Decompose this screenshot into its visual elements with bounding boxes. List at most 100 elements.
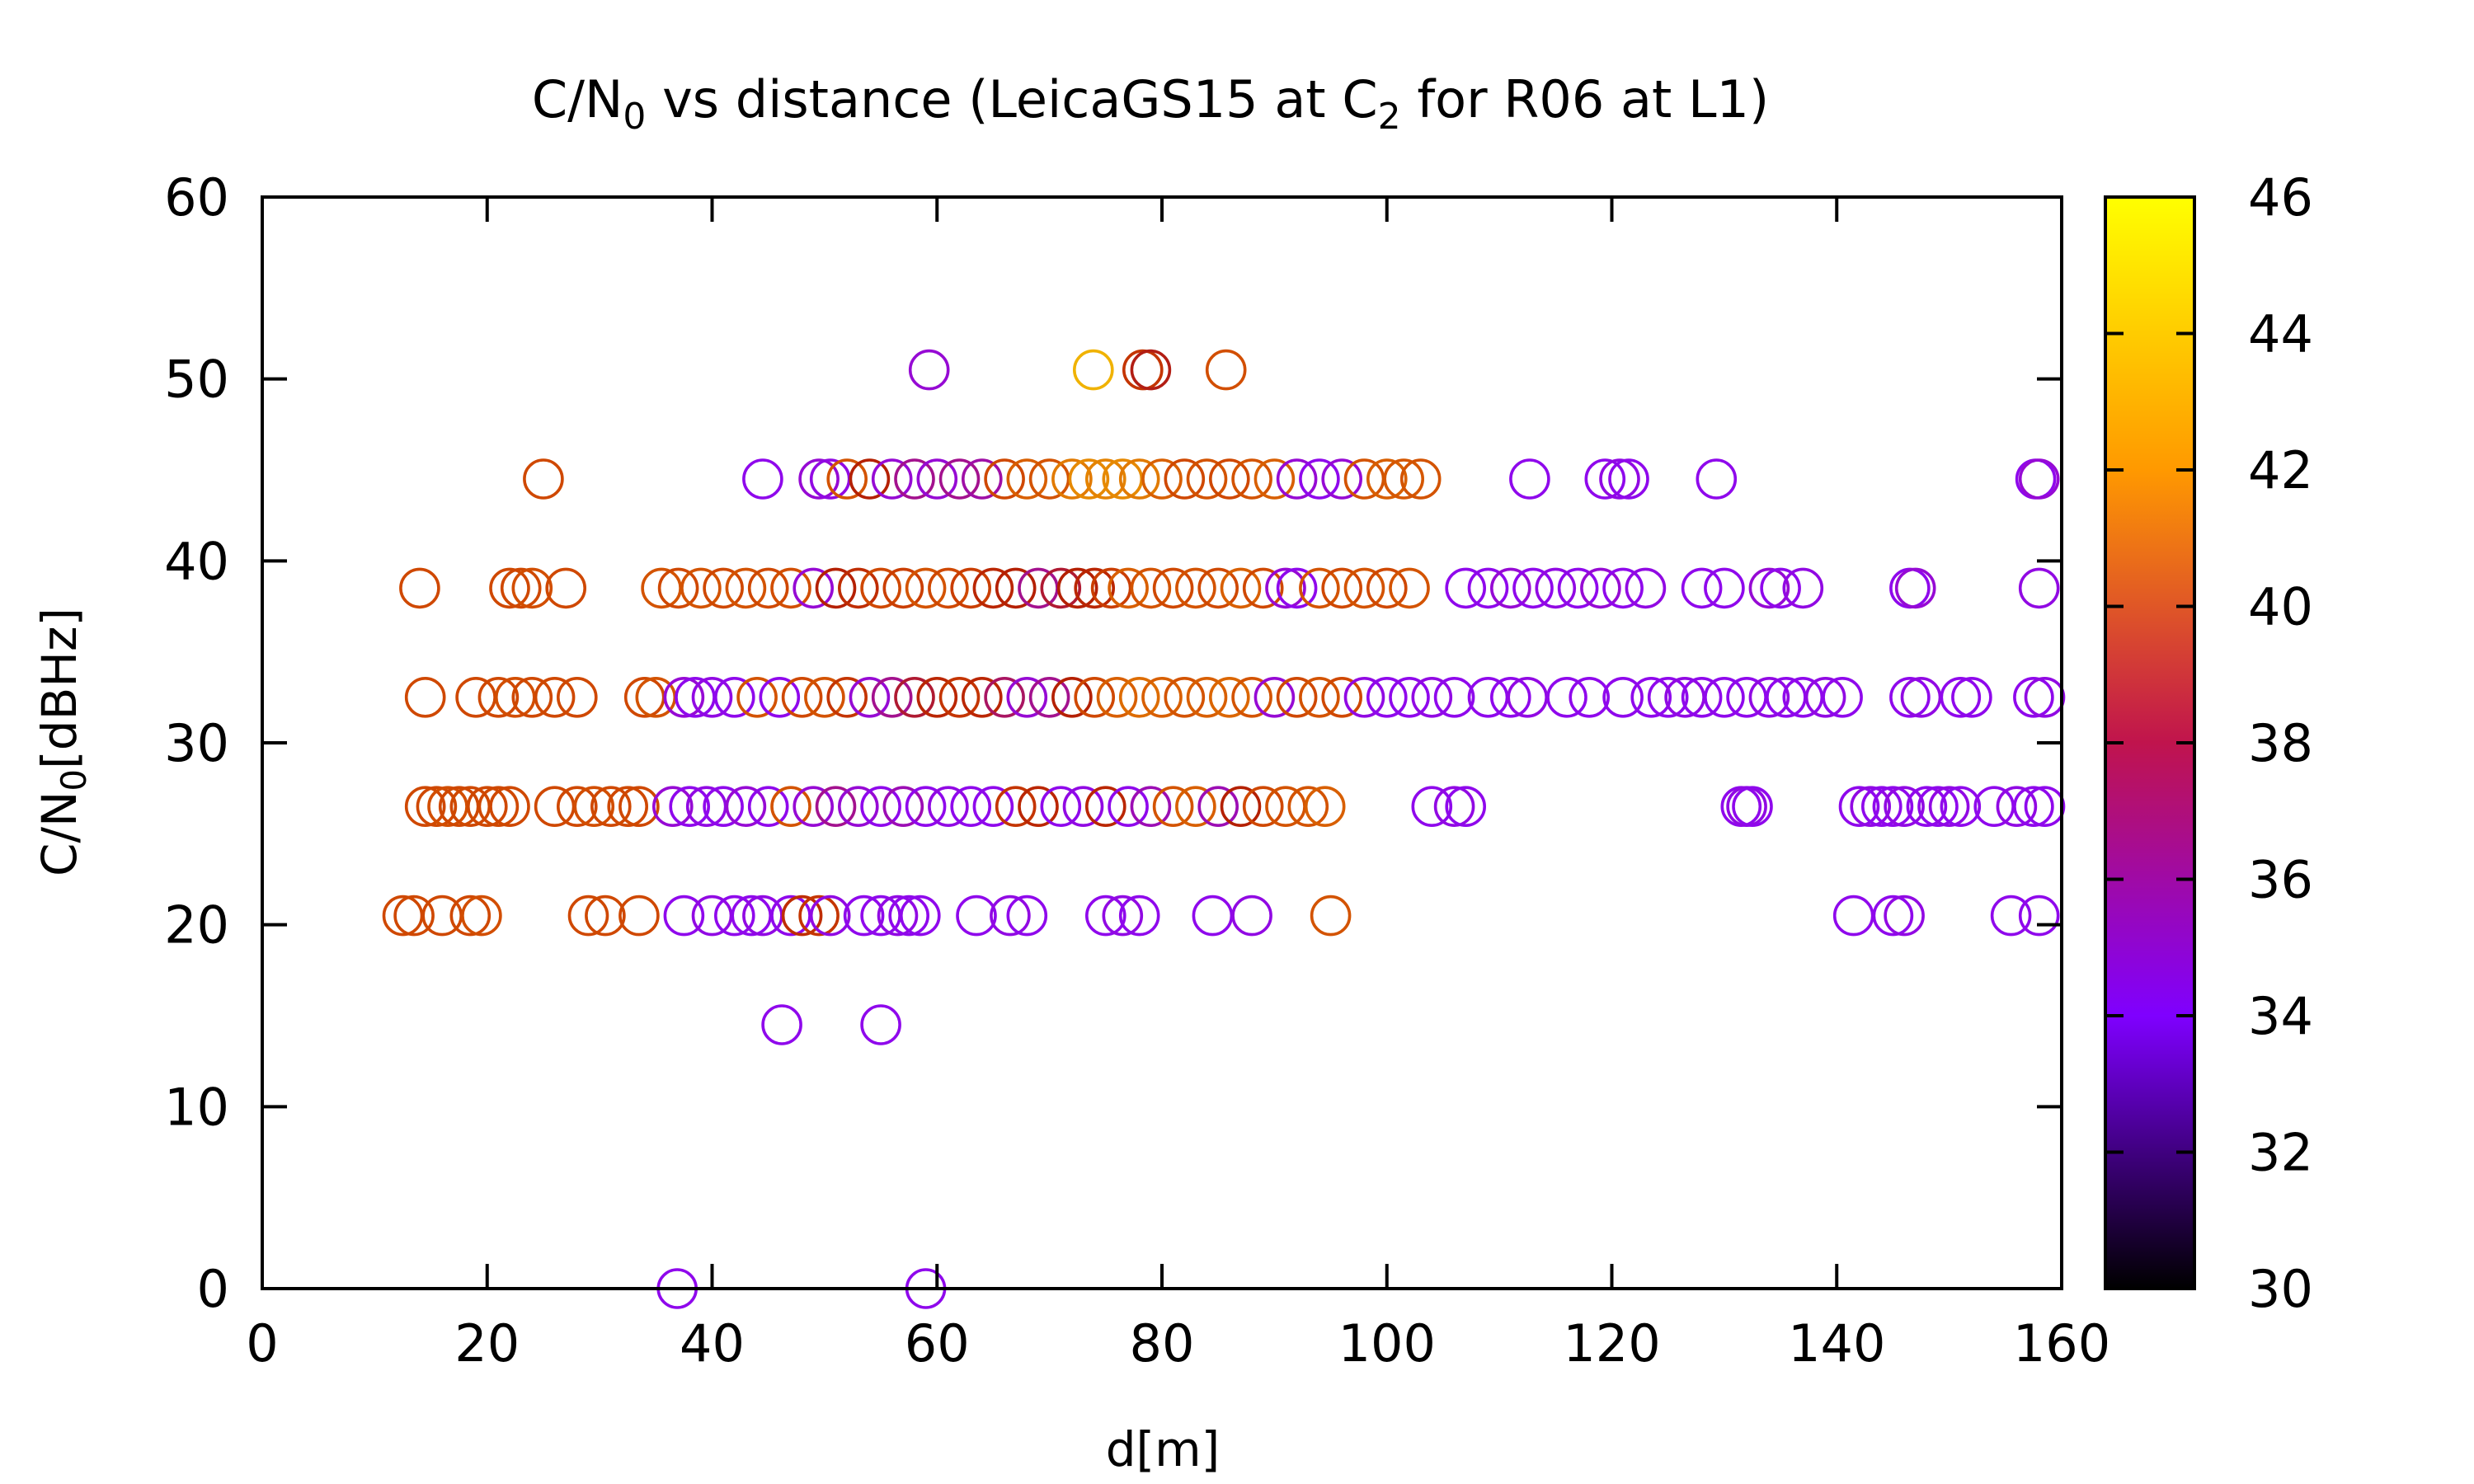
data-point	[1664, 676, 1705, 718]
data-point	[894, 676, 935, 718]
data-point	[1951, 676, 1992, 718]
data-point	[1625, 567, 1667, 609]
data-point	[1696, 458, 1738, 500]
data-point	[691, 676, 733, 718]
data-point	[1141, 676, 1183, 718]
data-point	[1433, 676, 1475, 718]
data-point	[1608, 458, 1649, 500]
data-point	[1445, 786, 1486, 828]
data-point	[2018, 567, 2060, 609]
data-point	[1343, 458, 1385, 500]
data-point	[399, 567, 440, 609]
data-point	[556, 786, 598, 828]
data-point	[427, 786, 468, 828]
data-point	[770, 567, 811, 609]
data-point	[663, 895, 705, 937]
data-point	[1192, 895, 1234, 937]
data-point	[1366, 567, 1408, 609]
data-point	[685, 786, 727, 828]
data-point	[916, 676, 958, 718]
data-point	[731, 895, 773, 937]
data-point	[956, 895, 997, 937]
data-point	[1599, 458, 1640, 500]
data-point	[1205, 349, 1247, 391]
y-tick-label: 50	[164, 350, 229, 410]
data-point	[691, 895, 733, 937]
data-point	[556, 676, 598, 718]
data-point	[1569, 676, 1610, 718]
data-point	[928, 567, 969, 609]
data-point	[1389, 676, 1430, 718]
data-point	[826, 676, 868, 718]
data-point	[1231, 895, 1272, 937]
data-point	[1580, 567, 1621, 609]
data-point	[1850, 786, 1891, 828]
data-point	[1152, 567, 1194, 609]
colorbar: 30 32 34 36 38 40 42 44 46	[2104, 167, 2313, 1319]
data-point	[1546, 676, 1587, 718]
data-point	[651, 786, 694, 828]
data-point	[1175, 786, 1216, 828]
data-point	[761, 1004, 802, 1045]
x-tick-label: 40	[680, 1313, 745, 1374]
data-point	[950, 786, 991, 828]
data-point	[962, 458, 1003, 500]
data-point	[1838, 786, 1880, 828]
data-point	[573, 786, 615, 828]
data-point	[1732, 786, 1773, 828]
data-point	[815, 567, 857, 609]
data-point	[404, 786, 446, 828]
x-tick-label: 140	[1788, 1313, 1885, 1374]
data-point	[2018, 458, 2060, 500]
data-point	[1175, 567, 1216, 609]
data-point	[1704, 676, 1745, 718]
data-point	[995, 786, 1037, 828]
data-point	[1366, 458, 1408, 500]
data-point	[1557, 567, 1599, 609]
data-point	[747, 567, 789, 609]
data-point	[1073, 349, 1114, 391]
data-point	[1028, 458, 1070, 500]
data-point	[1018, 786, 1059, 828]
data-point	[759, 676, 801, 718]
data-point	[1602, 676, 1644, 718]
data-point	[477, 676, 520, 718]
colorbar-tick-label: 36	[2248, 850, 2313, 910]
colorbar-tick-label: 42	[2248, 440, 2313, 500]
data-point	[2024, 786, 2066, 828]
data-point	[2015, 458, 2057, 500]
data-point	[894, 458, 935, 500]
data-point	[1118, 676, 1160, 718]
data-point	[1253, 458, 1296, 500]
data-point	[1118, 895, 1160, 937]
data-point	[1411, 676, 1453, 718]
chart-title: C/N0 vs distance (LeicaGS15 at C2 for R0…	[532, 69, 1769, 138]
y-tick-label: 0	[197, 1259, 229, 1319]
data-point	[1310, 895, 1352, 937]
x-tick-label: 160	[2013, 1313, 2110, 1374]
y-tick-label: 30	[164, 713, 229, 773]
data-point	[1445, 567, 1486, 609]
data-point	[1411, 786, 1453, 828]
x-tick-label: 60	[905, 1313, 970, 1374]
data-point	[1040, 567, 1082, 609]
axis-ticks: 0 20 40 60 80 100 120 140 160 0 10 20 30 40 50 60	[164, 167, 2110, 1374]
data-point	[809, 895, 851, 937]
x-tick-label: 20	[454, 1313, 520, 1374]
data-point	[1231, 458, 1272, 500]
data-point	[1804, 676, 1846, 718]
data-point	[984, 676, 1025, 718]
data-point	[747, 786, 789, 828]
data-point	[534, 676, 576, 718]
data-point	[826, 458, 868, 500]
data-point	[1928, 786, 1970, 828]
data-point	[675, 676, 716, 718]
data-point	[770, 786, 811, 828]
data-point	[1102, 895, 1144, 937]
data-point	[404, 676, 446, 718]
data-point	[1884, 786, 1925, 828]
data-point	[1299, 458, 1340, 500]
data-point	[607, 786, 649, 828]
data-point	[871, 676, 913, 718]
data-point	[1681, 567, 1723, 609]
